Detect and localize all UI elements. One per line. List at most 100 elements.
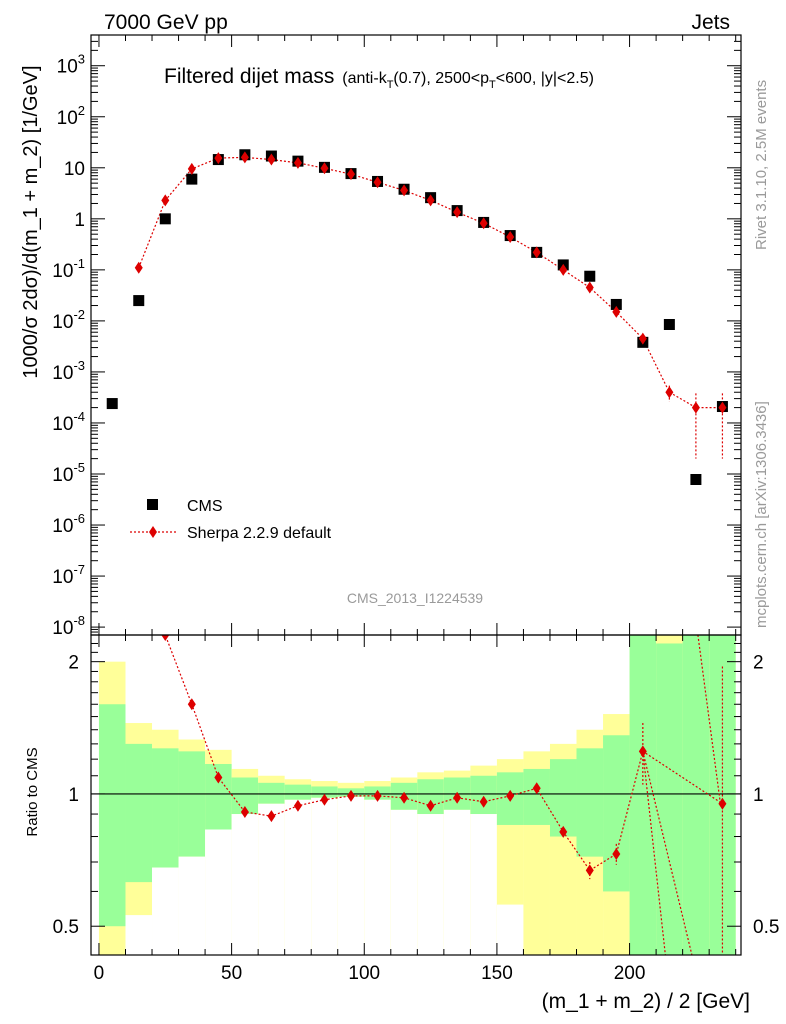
plot-title-sub-b: (0.7), 2500<p [393, 70, 489, 87]
band-inner-bin [470, 775, 497, 815]
band-gap-bin [152, 867, 179, 955]
ratio-panel-marks [91, 635, 741, 955]
mc-ratio-point [718, 797, 727, 810]
mc-ratio-point [559, 825, 568, 838]
mc-point [267, 153, 276, 166]
mc-ratio-point [161, 635, 170, 641]
ratio-y-tick-label-right: 1 [753, 785, 764, 806]
mc-ratio-rise [697, 635, 722, 804]
mc-ratio-point [453, 791, 462, 804]
mc-point [320, 162, 329, 175]
mc-point [532, 246, 541, 259]
mc-point [426, 194, 435, 207]
legend-data-marker [147, 499, 158, 510]
x-tick-label: 200 [614, 963, 646, 984]
mc-point [134, 261, 143, 274]
mc-ratio-point [320, 793, 329, 806]
ratio-xlabel: (m_1 + m_2) / 2 [GeV] [542, 990, 750, 1013]
band-gap-bin [178, 856, 206, 955]
main-y-tick-label: 1 [74, 210, 85, 231]
mc-ratio-point [293, 799, 302, 812]
mc-ratio-point [532, 782, 541, 795]
mc-point [691, 401, 700, 414]
band-gap-bin [284, 799, 312, 955]
mcplots-label: mcplots.cern.ch [arXiv:1306.3436] [753, 401, 770, 628]
cms-point [584, 270, 596, 282]
ratio-ylabel: Ratio to CMS [24, 747, 41, 836]
band-gap-bin [337, 796, 365, 955]
mc-ratio-drop [642, 751, 693, 955]
header-right: Jets [691, 11, 730, 34]
band-gap-bin [417, 814, 444, 955]
mc-ratio-point [585, 864, 594, 877]
mc-ratio-point [479, 795, 488, 808]
main-y-tick-label: 10-1 [52, 256, 85, 282]
mc-ratio-point [240, 805, 249, 818]
plot-title: Filtered dijet mass (anti-kT(0.7), 2500<… [164, 65, 594, 91]
cms-point [186, 173, 198, 185]
x-tick-label: 0 [94, 963, 105, 984]
band-inner-bin [311, 786, 338, 798]
main-y-tick-label: 10-4 [52, 409, 85, 435]
cms-point [690, 474, 702, 486]
cms-point [106, 398, 118, 410]
main-y-tick-label: 10-6 [52, 511, 85, 537]
mc-point [400, 184, 409, 197]
band-inner-bin [152, 748, 179, 868]
band-inner-bin [576, 748, 604, 857]
band-inner-bin [656, 643, 683, 955]
plot-title-main: Filtered dijet mass [164, 65, 334, 88]
x-tick-label: 50 [221, 963, 242, 984]
band-gap-bin [125, 915, 153, 955]
band-inner-bin [682, 635, 710, 955]
analysis-watermark: CMS_2013_I1224539 [347, 590, 483, 606]
mc-point [240, 151, 249, 164]
band-inner-bin [523, 768, 550, 825]
band-inner-bin [284, 784, 312, 800]
band-inner-bin [98, 704, 126, 927]
main-y-tick-label: 10-8 [52, 613, 85, 639]
legend-mc-label: Sherpa 2.2.9 default [187, 525, 332, 542]
ratio-y-tick-label: 1 [68, 785, 79, 806]
mc-ratio-point [267, 810, 276, 823]
main-y-tick-label: 10-2 [52, 307, 85, 333]
cms-point [159, 213, 171, 225]
ratio-y-tick-label-right: 2 [753, 653, 764, 674]
legend-mc-marker [149, 526, 157, 538]
cms-point [133, 295, 145, 307]
band-gap-bin [443, 809, 471, 955]
ratio-y-tick-label-right: 0.5 [753, 917, 779, 938]
band-gap-bin [390, 809, 418, 955]
band-inner-bin [258, 782, 285, 804]
legend: CMS Sherpa 2.2.9 default [130, 498, 332, 542]
mc-ratio-point [506, 789, 515, 802]
header-left: 7000 GeV pp [104, 11, 228, 34]
ratio-y-tick-label: 0.5 [53, 917, 79, 938]
band-gap-bin [231, 814, 259, 955]
mc-point [585, 281, 594, 294]
mc-point [187, 162, 196, 175]
mc-ratio-point [400, 791, 409, 804]
main-y-tick-label: 10 [64, 159, 85, 180]
mc-ratio-point [373, 789, 382, 802]
x-tick-label: 150 [481, 963, 513, 984]
cms-point [663, 318, 675, 330]
mc-ratio-point [347, 789, 355, 802]
mc-point [559, 263, 568, 276]
mc-point [665, 386, 674, 399]
plot-title-sub-a: (anti-k [342, 70, 387, 87]
mc-point [718, 401, 727, 414]
main-y-tick-label: 10-7 [52, 562, 85, 588]
plot-title-sub-c: <600, |y|<2.5) [496, 70, 594, 87]
band-gap-bin [496, 904, 524, 955]
band-gap-bin [311, 797, 338, 955]
mc-point [453, 206, 462, 219]
band-inner-bin [629, 635, 657, 955]
main-ylabel: 1000/σ 2dσ)/d(m_1 + m_2) [1/GeV] [20, 65, 42, 378]
mc-point [293, 156, 302, 169]
mc-point [506, 231, 515, 244]
mc-point [161, 194, 170, 207]
band-gap-bin [470, 814, 497, 955]
band-inner-bin [549, 759, 577, 837]
plot-title-sub-a-sub: T [387, 79, 394, 91]
